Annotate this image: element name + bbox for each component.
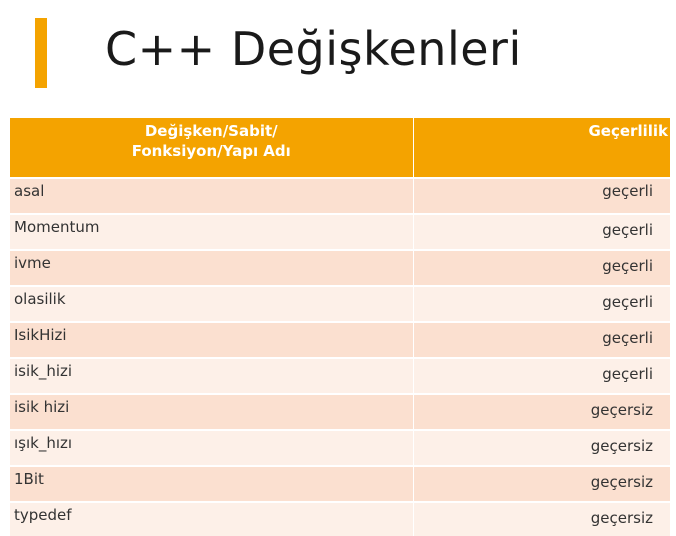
row-validity-cell: geçerli <box>413 177 670 214</box>
column-header-validity: Geçerlilik <box>413 118 670 178</box>
row-validity-cell: geçersiz <box>413 501 670 536</box>
variables-table: Değişken/Sabit/ Fonksiyon/Yapı Adı Geçer… <box>10 118 670 536</box>
title-accent-bar <box>35 18 47 88</box>
row-name-cell: 1Bit <box>10 465 414 502</box>
table-header: Değişken/Sabit/ Fonksiyon/Yapı Adı Geçer… <box>10 118 670 178</box>
table-row: ışık_hızı geçersiz <box>10 429 670 466</box>
row-name-cell: ışık_hızı <box>10 429 414 466</box>
table-row: isik_hizi geçerli <box>10 357 670 394</box>
table-row: asal geçerli <box>10 177 670 214</box>
row-validity-cell: geçerli <box>413 321 670 358</box>
column-header-name-line2: Fonksiyon/Yapı Adı <box>131 142 291 160</box>
row-name-cell: isik_hizi <box>10 357 414 394</box>
row-validity-cell: geçerli <box>413 213 670 250</box>
column-header-name: Değişken/Sabit/ Fonksiyon/Yapı Adı <box>10 118 414 178</box>
table-row: isik hizi geçersiz <box>10 393 670 430</box>
table-row: olasilik geçerli <box>10 285 670 322</box>
column-header-name-line1: Değişken/Sabit/ <box>144 122 278 140</box>
variables-table-container: Değişken/Sabit/ Fonksiyon/Yapı Adı Geçer… <box>10 118 670 536</box>
row-validity-cell: geçerli <box>413 249 670 286</box>
table-row: Momentum geçerli <box>10 213 670 250</box>
row-name-cell: IsikHizi <box>10 321 414 358</box>
table-row: ivme geçerli <box>10 249 670 286</box>
table-row: typedef geçersiz <box>10 501 670 536</box>
row-name-cell: Momentum <box>10 213 414 250</box>
row-name-cell: ivme <box>10 249 414 286</box>
row-name-cell: isik hizi <box>10 393 414 430</box>
slide-title: C++ Değişkenleri <box>105 22 522 76</box>
row-name-cell: asal <box>10 177 414 214</box>
row-name-cell: olasilik <box>10 285 414 322</box>
row-validity-cell: geçerli <box>413 285 670 322</box>
table-body: asal geçerli Momentum geçerli ivme geçer… <box>10 177 670 536</box>
row-validity-cell: geçerli <box>413 357 670 394</box>
row-validity-cell: geçersiz <box>413 429 670 466</box>
row-name-cell: typedef <box>10 501 414 536</box>
table-row: IsikHizi geçerli <box>10 321 670 358</box>
table-row: 1Bit geçersiz <box>10 465 670 502</box>
table-header-row: Değişken/Sabit/ Fonksiyon/Yapı Adı Geçer… <box>10 118 670 178</box>
row-validity-cell: geçersiz <box>413 465 670 502</box>
row-validity-cell: geçersiz <box>413 393 670 430</box>
